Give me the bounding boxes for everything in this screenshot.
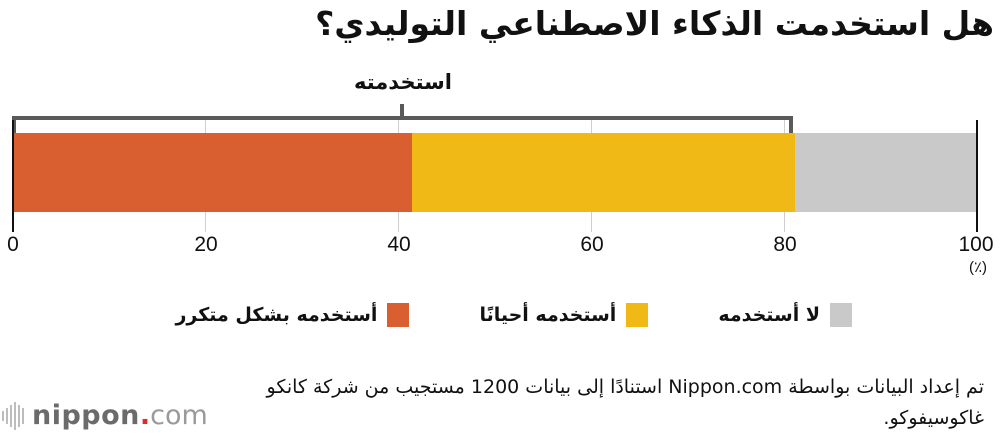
logo-tld: com — [150, 400, 208, 431]
nippon-logo: nippon. com — [2, 400, 208, 431]
legend-label: لا أستخدمه — [718, 304, 820, 326]
axis-line-right — [976, 120, 978, 232]
legend-label: أستخدمه بشكل متكرر — [175, 304, 378, 326]
x-tick-40: 40 — [387, 233, 411, 256]
legend-item-frequently: أستخدمه بشكل متكرر — [175, 303, 410, 327]
legend-label: أستخدمه أحيانًا — [479, 304, 617, 326]
legend-swatch-yellow — [626, 303, 649, 327]
x-tick-20: 20 — [194, 233, 218, 256]
x-tick-60: 60 — [580, 233, 604, 256]
axis-line-left — [12, 120, 14, 232]
chart-title: هل استخدمت الذكاء الاصطناعي التوليدي؟ — [315, 4, 994, 43]
logo-dot: . — [139, 400, 151, 431]
legend-swatch-gray — [830, 303, 852, 327]
plot-area — [12, 120, 977, 232]
bar-segment-1 — [412, 133, 795, 212]
x-axis-unit: (٪) — [968, 259, 988, 276]
legend: لا أستخدمه أستخدمه أحيانًا أستخدمه بشكل … — [175, 303, 852, 327]
source-note: تم إعداد البيانات بواسطة Nippon.com استن… — [266, 376, 984, 429]
legend-swatch-orange — [387, 303, 410, 327]
stacked-bar — [12, 133, 977, 212]
logo-bars-icon — [2, 401, 24, 430]
x-tick-100: 100 — [958, 233, 994, 256]
used-bracket — [12, 116, 793, 134]
x-tick-80: 80 — [773, 233, 797, 256]
used-bracket-stem — [400, 104, 404, 118]
bar-segment-2 — [794, 133, 977, 212]
used-bracket-label: استخدمته — [354, 70, 452, 94]
bar-segment-0 — [12, 133, 413, 212]
legend-item-sometimes: أستخدمه أحيانًا — [479, 303, 649, 327]
x-tick-0: 0 — [7, 233, 19, 256]
logo-word: nippon — [32, 400, 140, 431]
legend-item-never: لا أستخدمه — [718, 303, 852, 327]
